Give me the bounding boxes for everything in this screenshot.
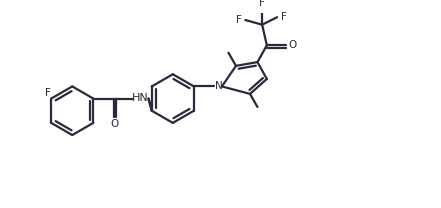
Text: F: F xyxy=(281,12,287,22)
Text: F: F xyxy=(236,15,242,25)
Text: HN: HN xyxy=(132,93,149,103)
Text: N: N xyxy=(215,81,223,92)
Text: F: F xyxy=(45,88,50,98)
Text: F: F xyxy=(259,0,265,8)
Text: O: O xyxy=(111,119,119,129)
Text: O: O xyxy=(288,40,296,50)
